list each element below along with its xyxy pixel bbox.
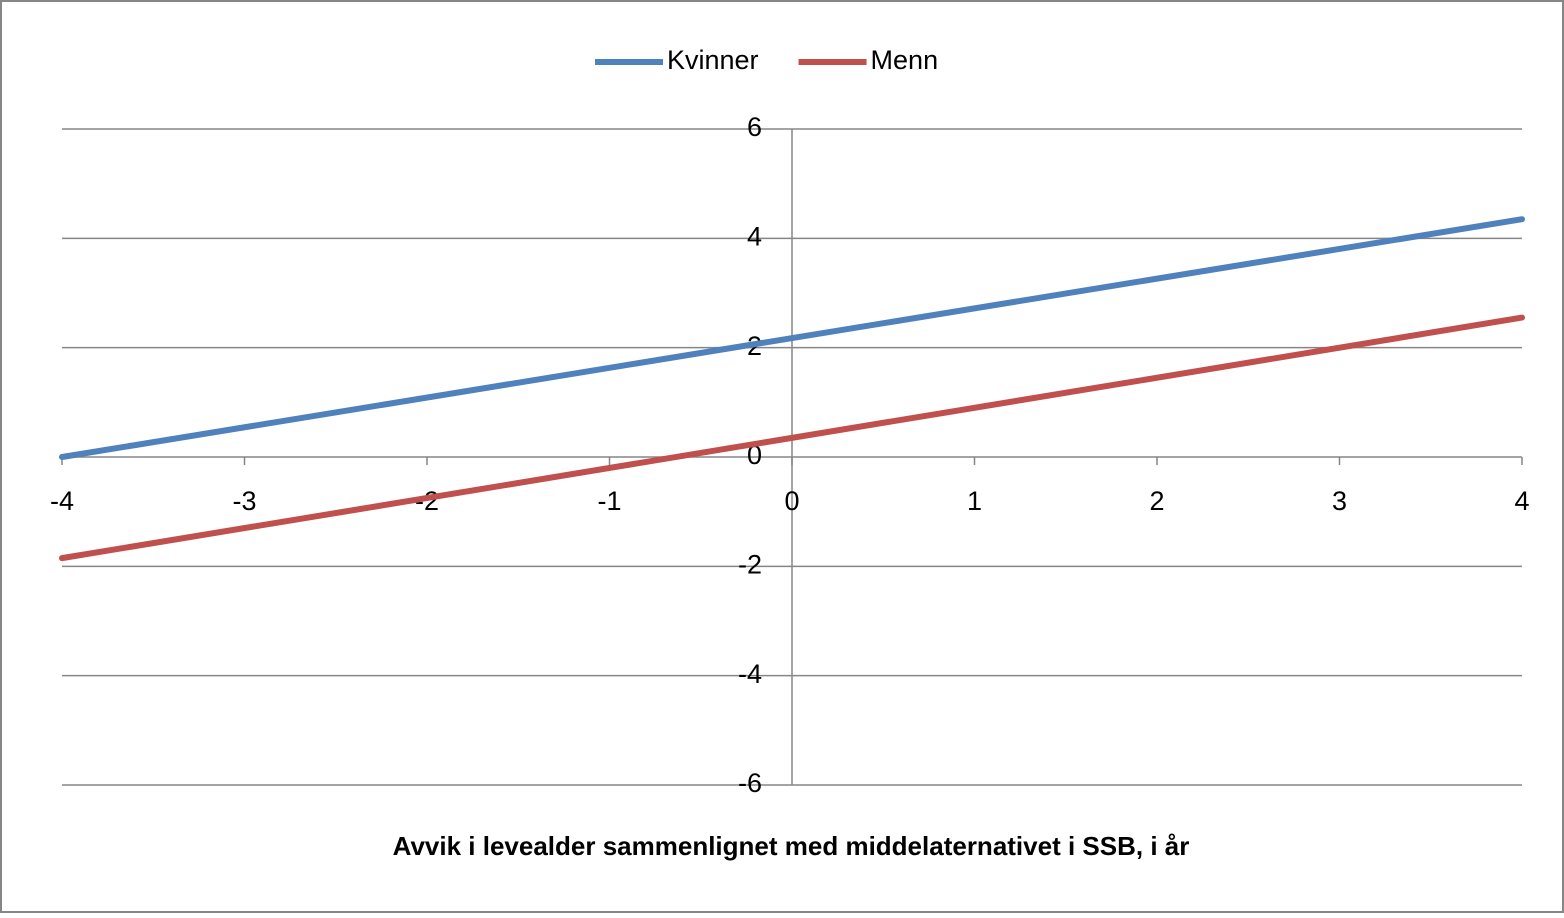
- x-tick-label: 3: [1332, 486, 1347, 516]
- y-tick-label: 6: [747, 112, 762, 142]
- legend-label: Kvinner: [667, 45, 759, 75]
- y-tick-label: -2: [738, 549, 762, 579]
- x-axis-title: Avvik i levealder sammenlignet med midde…: [393, 831, 1190, 861]
- y-tick-label: -4: [738, 659, 762, 689]
- y-tick-label: 4: [747, 221, 762, 251]
- line-series: [59, 314, 1525, 562]
- x-tick-label: 4: [1514, 486, 1529, 516]
- x-tick-label: 0: [784, 486, 799, 516]
- x-tick-label: -1: [597, 486, 621, 516]
- legend-label: Menn: [871, 45, 939, 75]
- x-tick-label: -3: [232, 486, 256, 516]
- line-series: [59, 216, 1525, 460]
- y-tick-label: -6: [738, 768, 762, 798]
- x-tick-label: 1: [967, 486, 982, 516]
- x-tick-label: -4: [50, 486, 74, 516]
- x-tick-label: 2: [1149, 486, 1164, 516]
